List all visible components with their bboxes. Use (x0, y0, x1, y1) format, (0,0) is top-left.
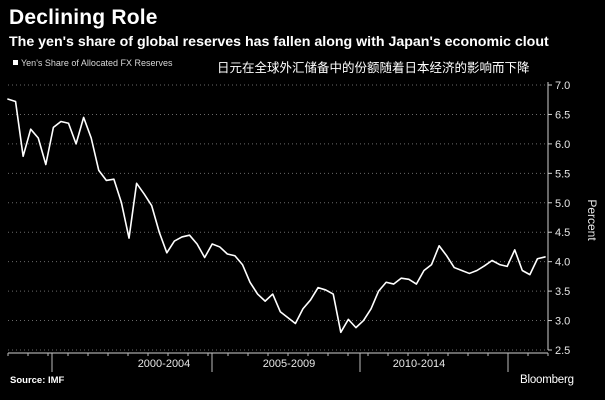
y-tick-label: 3.0 (555, 316, 570, 328)
y-tick-label: 6.5 (555, 109, 570, 121)
legend: Yen's Share of Allocated FX Reserves (13, 58, 172, 68)
legend-swatch (13, 60, 18, 65)
y-tick-label: 4.0 (555, 257, 570, 269)
x-category-label: 2010-2014 (393, 358, 446, 370)
y-tick-label: 4.5 (555, 227, 570, 239)
chart-subtitle: The yen's share of global reserves has f… (9, 34, 549, 50)
bloomberg-logo: Bloomberg (520, 374, 574, 386)
x-category-label: 2005-2009 (263, 358, 316, 370)
legend-label: Yen's Share of Allocated FX Reserves (21, 58, 173, 68)
y-axis-title: Percent (585, 199, 599, 241)
y-tick-label: 3.5 (555, 286, 570, 298)
source-note: Source: IMF (10, 375, 65, 386)
chinese-caption: 日元在全球外汇储备中的份额随着日本经济的影响而下降 (217, 61, 530, 75)
y-tick-label: 5.5 (555, 168, 570, 180)
series-line-yen-share (7, 98, 546, 334)
y-tick-label: 7.0 (555, 80, 570, 92)
chart-title: Declining Role (9, 6, 158, 29)
y-tick-label: 5.0 (555, 198, 570, 210)
y-tick-label: 6.0 (555, 139, 570, 151)
x-category-label: 2000-2004 (138, 358, 191, 370)
y-tick-label: 2.5 (555, 345, 570, 357)
